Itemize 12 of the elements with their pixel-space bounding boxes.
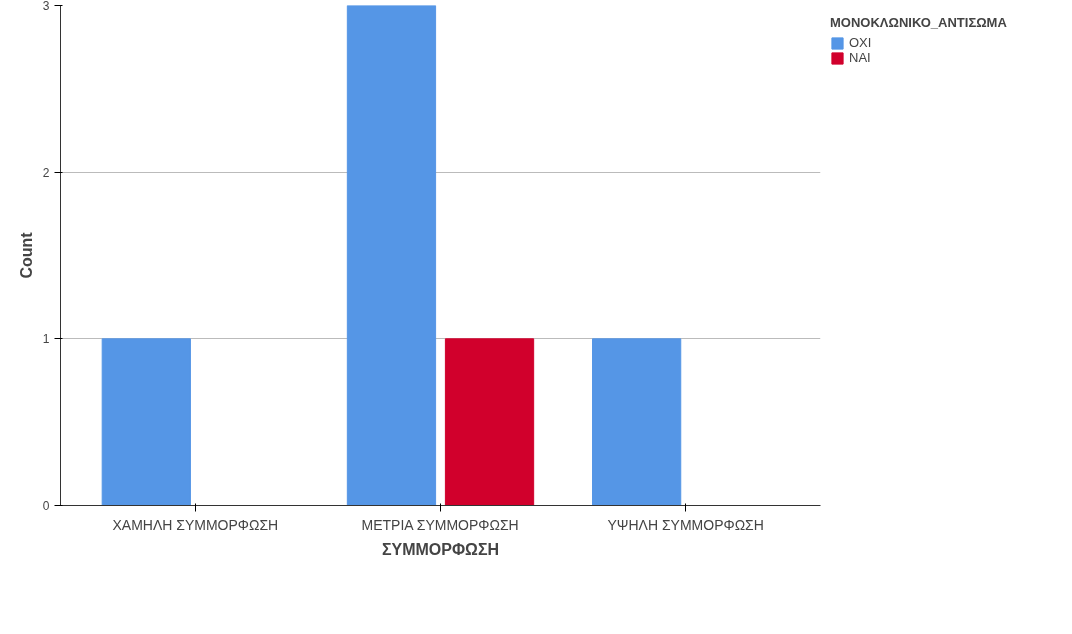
y-tick-label: 3 bbox=[42, 0, 50, 13]
y-tick-label: 1 bbox=[42, 332, 50, 347]
x-tick-label: ΥΨΗΛΗ ΣΥΜΜΟΡΦΩΣΗ bbox=[607, 516, 764, 533]
x-axis-title: ΣΥΜΜΟΡΦΩΣΗ bbox=[381, 540, 500, 558]
y-tick-label: 2 bbox=[42, 165, 50, 180]
y-tick-label: 0 bbox=[42, 499, 50, 513]
legend-label: ΟΧΙ bbox=[849, 35, 872, 50]
legend-label: ΝΑΙ bbox=[849, 50, 871, 65]
x-tick-label: ΧΑΜΗΛΗ ΣΥΜΜΟΡΦΩΣΗ bbox=[112, 516, 279, 533]
y-axis-title: Count bbox=[17, 231, 35, 279]
x-tick-label: ΜΕΤΡΙΑ ΣΥΜΜΟΡΦΩΣΗ bbox=[361, 516, 519, 533]
legend-title: ΜΟΝΟΚΛΩΝΙΚΟ_ΑΝΤΙΣΩΜΑ bbox=[830, 15, 1007, 30]
